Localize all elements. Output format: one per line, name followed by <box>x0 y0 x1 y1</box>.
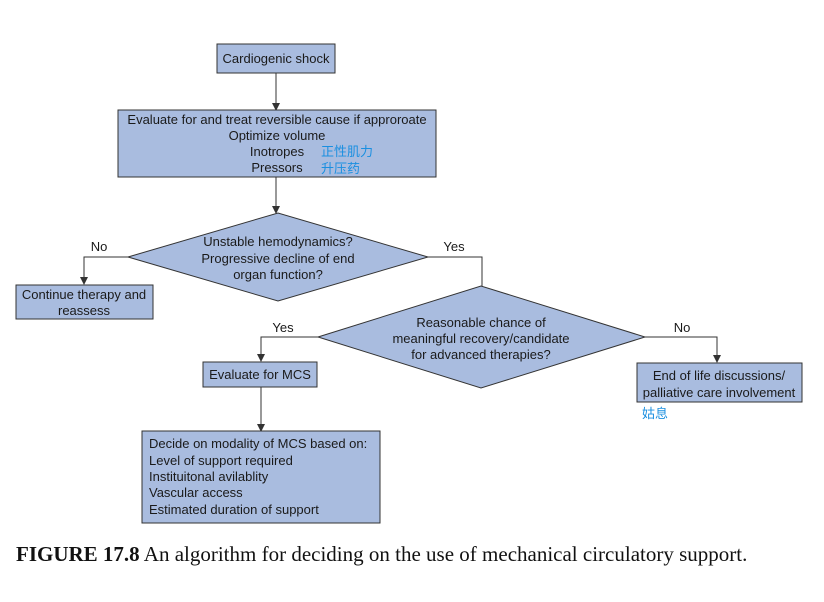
figure-label: FIGURE 17.8 <box>16 542 140 566</box>
edge-d1-no <box>80 256 128 285</box>
node-evaluate-treat: Evaluate for and treat reversible cause … <box>117 109 437 178</box>
modality-line-4: Vascular access <box>149 485 243 500</box>
node-cardiogenic-shock: Cardiogenic shock <box>216 43 336 74</box>
node-end-of-life: End of life discussions/ palliative care… <box>636 362 803 422</box>
decision1-line-3: organ function? <box>233 267 323 282</box>
decision-unstable-hemodynamics: Unstable hemodynamics? Progressive decli… <box>126 212 430 302</box>
decision1-line-1: Unstable hemodynamics? <box>203 234 353 249</box>
modality-line-3: Instituitonal avilablity <box>149 469 269 484</box>
modality-line-5: Estimated duration of support <box>149 502 319 517</box>
figure-caption-text: An algorithm for deciding on the use of … <box>139 542 748 566</box>
decision2-line-2: meaningful recovery/candidate <box>392 331 569 346</box>
continue-line-2: reassess <box>58 303 111 318</box>
annotation-pressors: 升压药 <box>321 162 360 177</box>
edge-d1-yes <box>428 256 483 286</box>
annotation-palliative: 姑息 <box>642 406 668 422</box>
eol-line-2: palliative care involvement <box>643 385 796 400</box>
evaluate-line-1: Evaluate for and treat reversible cause … <box>127 112 426 127</box>
node-decide-modality: Decide on modality of MCS based on: Leve… <box>141 430 381 524</box>
continue-line-1: Continue therapy and <box>22 287 146 302</box>
evaluate-line-4: Pressors <box>251 160 303 175</box>
modality-line-2: Level of support required <box>149 453 293 468</box>
edge-label-d1-yes: Yes <box>443 239 465 254</box>
edge-d2-no <box>645 336 721 363</box>
node-continue-therapy: Continue therapy and reassess <box>15 284 154 320</box>
edge-label-d2-yes: Yes <box>272 320 294 335</box>
edge-label-d1-no: No <box>91 239 108 254</box>
decision2-line-3: for advanced therapies? <box>411 347 550 362</box>
evaluate-line-2: Optimize volume <box>229 128 326 143</box>
node-cardiogenic-shock-label: Cardiogenic shock <box>223 51 330 66</box>
flowchart: Cardiogenic shock Evaluate for and treat… <box>15 43 803 524</box>
node-evaluate-mcs: Evaluate for MCS <box>202 361 318 388</box>
decision1-line-2: Progressive decline of end <box>201 251 354 266</box>
node-evaluate-mcs-label: Evaluate for MCS <box>209 367 311 382</box>
decision-recovery-candidate: Reasonable chance of meaningful recovery… <box>316 285 647 389</box>
decision2-line-1: Reasonable chance of <box>416 315 546 330</box>
connectors <box>80 73 721 432</box>
modality-line-1: Decide on modality of MCS based on: <box>149 436 367 451</box>
figure-caption: FIGURE 17.8 An algorithm for deciding on… <box>16 540 806 568</box>
edge-d2-yes <box>257 336 318 362</box>
annotation-inotropes: 正性肌力 <box>321 145 373 160</box>
evaluate-line-3: Inotropes <box>250 144 305 159</box>
eol-line-1: End of life discussions/ <box>653 368 786 383</box>
edge-label-d2-no: No <box>674 320 691 335</box>
